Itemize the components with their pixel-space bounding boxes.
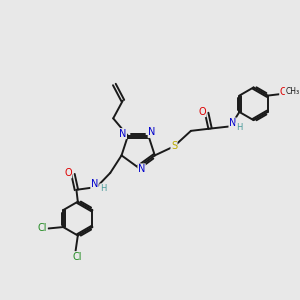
Text: N: N [148,128,155,137]
Text: Cl: Cl [72,252,82,262]
Text: O: O [280,87,287,97]
Text: N: N [138,164,145,174]
Text: H: H [236,123,242,132]
Text: H: H [100,184,106,193]
Text: N: N [91,178,98,189]
Text: S: S [171,141,177,151]
Text: O: O [64,168,72,178]
Text: CH₃: CH₃ [285,87,299,96]
Text: O: O [198,107,206,117]
Text: Cl: Cl [38,223,47,233]
Text: N: N [119,129,127,139]
Text: N: N [229,118,236,128]
